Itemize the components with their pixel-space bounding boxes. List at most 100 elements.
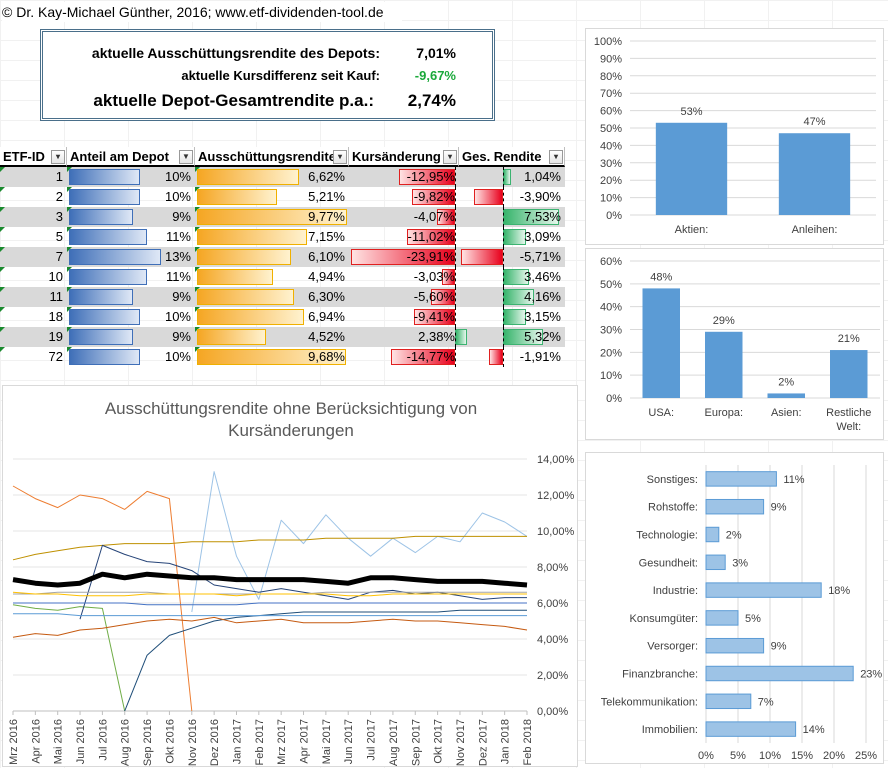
kurs-databar — [412, 189, 455, 205]
table-row[interactable]: 5 11% 7,15% -11,02% 3,09% — [0, 227, 565, 247]
cell-ausschuettung[interactable]: 6,10% — [195, 247, 349, 267]
filter-dropdown-icon[interactable]: ▾ — [549, 150, 563, 164]
comment-marker-icon — [0, 307, 5, 312]
cell-ausschuettung[interactable]: 4,52% — [195, 327, 349, 347]
cell-etf-id[interactable]: 72 — [0, 347, 67, 367]
data-label: 18% — [828, 585, 850, 597]
header-ausschuettung[interactable]: Ausschüttungsrendite ▾ — [195, 147, 349, 167]
cell-ausschuettung[interactable]: 6,94% — [195, 307, 349, 327]
bar — [705, 554, 726, 571]
cell-ausschuettung[interactable]: 9,77% — [195, 207, 349, 227]
cell-kursaenderung[interactable]: 2,38% — [349, 327, 467, 347]
cell-etf-id[interactable]: 18 — [0, 307, 67, 327]
cell-etf-id[interactable]: 11 — [0, 287, 67, 307]
cell-kursaenderung[interactable]: -23,91% — [349, 247, 459, 267]
cell-etf-id[interactable]: 7 — [0, 247, 67, 267]
header-ges-rendite[interactable]: Ges. Rendite ▾ — [459, 147, 565, 167]
table-row[interactable]: 19 9% 4,52% 2,38% 5,32% — [0, 327, 565, 347]
x-category-label: Europa: — [704, 407, 743, 419]
cell-ges-rendite[interactable]: 5,32% — [459, 327, 565, 347]
cell-anteil[interactable]: 9% — [67, 287, 195, 307]
header-etf-id[interactable]: ETF-ID ▾ — [0, 147, 67, 167]
cell-kursaenderung[interactable]: -4,07% — [349, 207, 459, 227]
databar-axis — [503, 307, 504, 327]
cell-ausschuettung[interactable]: 4,94% — [195, 267, 349, 287]
cell-ges-rendite[interactable]: 4,16% — [459, 287, 565, 307]
cell-etf-id[interactable]: 5 — [0, 227, 67, 247]
header-kursaenderung[interactable]: Kursänderung ▾ — [349, 147, 459, 167]
table-row[interactable]: 7 13% 6,10% -23,91% -5,71% — [0, 247, 565, 267]
cell-anteil[interactable]: 10% — [67, 167, 195, 187]
table-row[interactable]: 3 9% 9,77% -4,07% 7,53% — [0, 207, 565, 227]
cell-ges-rendite[interactable]: 3,46% — [459, 267, 565, 287]
cell-etf-id[interactable]: 3 — [0, 207, 67, 227]
y-tick-label: 14,00% — [537, 454, 575, 466]
table-row[interactable]: 1 10% 6,62% -12,95% 1,04% — [0, 167, 565, 187]
kursaenderung-value: -23,91% — [406, 249, 455, 264]
cell-ausschuettung[interactable]: 5,21% — [195, 187, 349, 207]
cell-anteil[interactable]: 11% — [67, 267, 195, 287]
ausschuettung-value: 4,52% — [308, 329, 345, 344]
table-row[interactable]: 10 11% 4,94% -3,03% 3,46% — [0, 267, 565, 287]
cell-ges-rendite[interactable]: -1,91% — [459, 347, 565, 367]
cell-kursaenderung[interactable]: -14,77% — [349, 347, 459, 367]
cell-etf-id[interactable]: 2 — [0, 187, 67, 207]
databar-axis — [503, 327, 504, 347]
ausschuettung-databar — [197, 349, 346, 365]
cell-anteil[interactable]: 9% — [67, 327, 195, 347]
cell-anteil[interactable]: 13% — [67, 247, 195, 267]
x-tick-label: Nov 2016 — [187, 719, 199, 766]
cell-ges-rendite[interactable]: -5,71% — [459, 247, 565, 267]
anteil-databar — [69, 349, 140, 365]
cell-ges-rendite[interactable]: 3,15% — [459, 307, 565, 327]
cell-anteil[interactable]: 11% — [67, 227, 195, 247]
data-label: 9% — [771, 641, 787, 653]
cell-etf-id[interactable]: 19 — [0, 327, 67, 347]
header-anteil[interactable]: Anteil am Depot ▼ — [67, 147, 195, 167]
cell-anteil[interactable]: 9% — [67, 207, 195, 227]
cell-kursaenderung[interactable]: -3,03% — [349, 267, 459, 287]
cell-kursaenderung[interactable]: -12,95% — [349, 167, 459, 187]
cell-kursaenderung[interactable]: -5,60% — [349, 287, 459, 307]
kursaenderung-value: -3,03% — [413, 269, 455, 284]
etf-id-value: 3 — [55, 209, 63, 224]
cell-ausschuettung[interactable]: 6,30% — [195, 287, 349, 307]
x-tick-label: Mrz 2016 — [8, 719, 20, 765]
cell-anteil[interactable]: 10% — [67, 347, 195, 367]
cell-ausschuettung[interactable]: 7,15% — [195, 227, 349, 247]
ausschuettung-value: 6,62% — [308, 169, 345, 184]
cell-kursaenderung[interactable]: -9,41% — [349, 307, 459, 327]
ausschuettung-databar — [197, 169, 299, 185]
y-tick-label: 50% — [600, 123, 622, 135]
cell-kursaenderung[interactable]: -9,82% — [349, 187, 459, 207]
filter-active-icon[interactable]: ▼ — [179, 150, 193, 164]
databar-axis — [455, 207, 456, 227]
cell-ausschuettung[interactable]: 9,68% — [195, 347, 349, 367]
comment-marker-icon — [0, 227, 5, 232]
y-tick-label: 30% — [600, 325, 622, 337]
table-row[interactable]: 72 10% 9,68% -14,77% -1,91% — [0, 347, 565, 367]
table-row[interactable]: 11 9% 6,30% -5,60% 4,16% — [0, 287, 565, 307]
filter-dropdown-icon[interactable]: ▾ — [51, 150, 65, 164]
cell-anteil[interactable]: 10% — [67, 307, 195, 327]
table-header: ETF-ID ▾ Anteil am Depot ▼ Ausschüttungs… — [0, 147, 565, 167]
cell-kursaenderung[interactable]: -11,02% — [349, 227, 459, 247]
cell-ges-rendite[interactable]: 3,09% — [459, 227, 565, 247]
filter-dropdown-icon[interactable]: ▾ — [443, 150, 457, 164]
cell-ges-rendite[interactable]: 1,04% — [459, 167, 565, 187]
cell-anteil[interactable]: 10% — [67, 187, 195, 207]
filter-dropdown-icon[interactable]: ▾ — [333, 150, 347, 164]
ausschuettung-databar — [197, 309, 304, 325]
kurs-databar — [407, 229, 455, 245]
cell-ausschuettung[interactable]: 6,62% — [195, 167, 349, 187]
series-line — [12, 616, 528, 638]
x-category-label: Asien: — [771, 407, 802, 419]
ausschuettung-databar — [197, 269, 273, 285]
cell-etf-id[interactable]: 10 — [0, 267, 67, 287]
cell-etf-id[interactable]: 1 — [0, 167, 67, 187]
cell-ges-rendite[interactable]: -3,90% — [459, 187, 565, 207]
etf-id-value: 2 — [55, 189, 63, 204]
table-row[interactable]: 2 10% 5,21% -9,82% -3,90% — [0, 187, 565, 207]
cell-ges-rendite[interactable]: 7,53% — [459, 207, 565, 227]
table-row[interactable]: 18 10% 6,94% -9,41% 3,15% — [0, 307, 565, 327]
